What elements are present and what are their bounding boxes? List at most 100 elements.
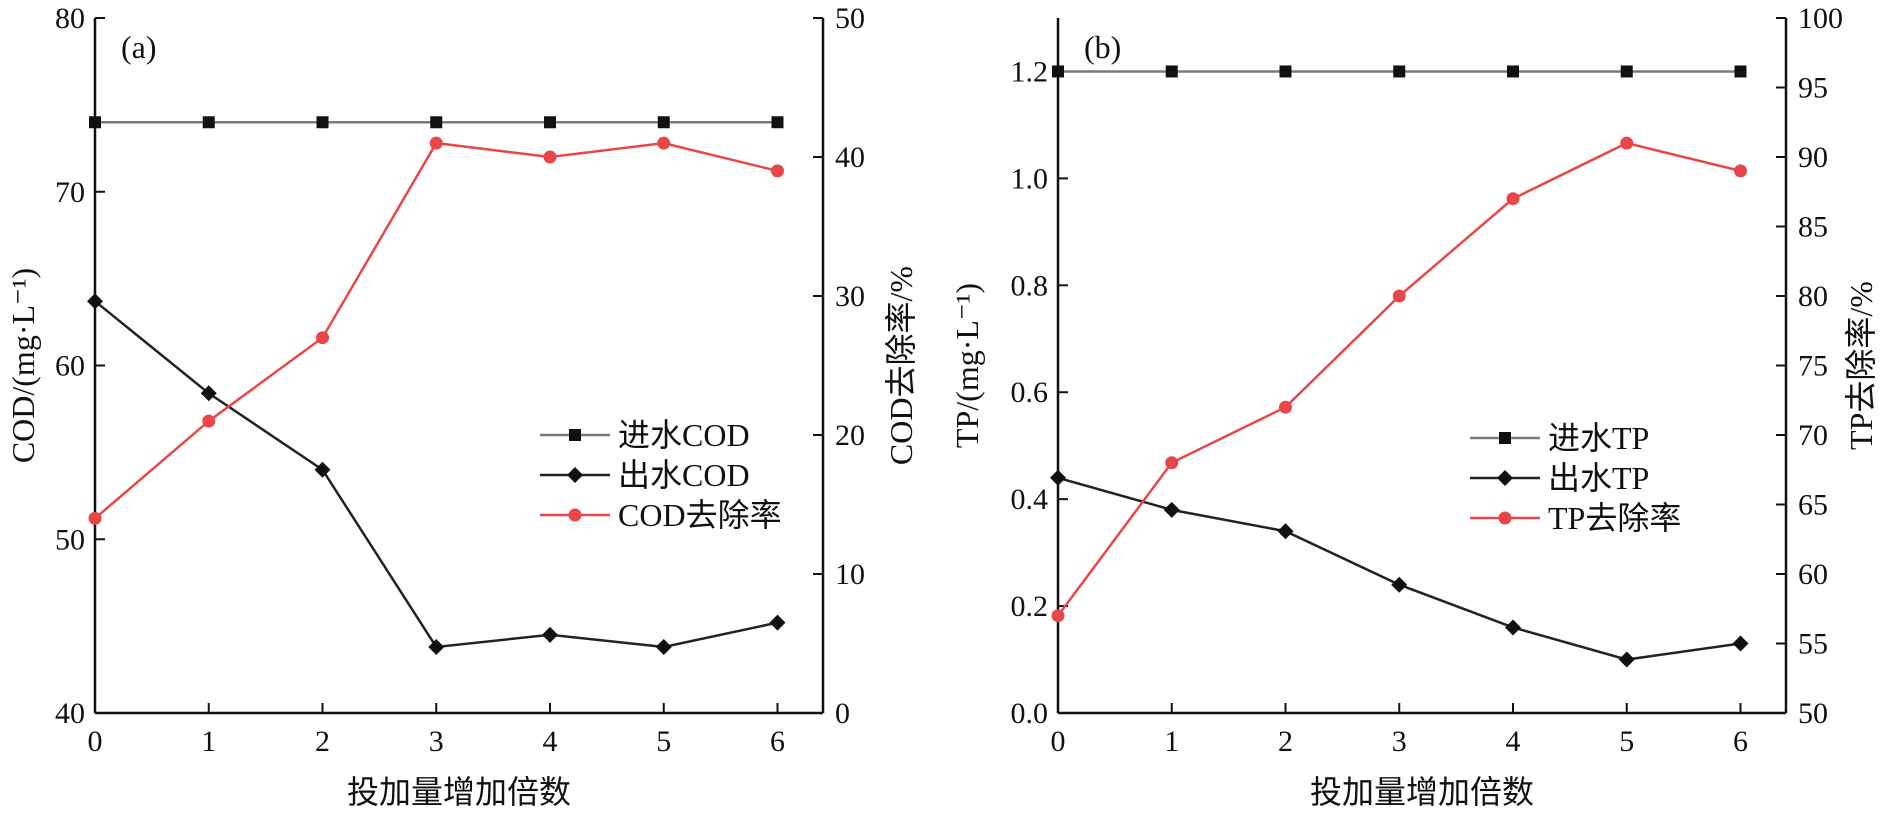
y-axis-title: COD/(mg·L⁻¹) <box>5 268 41 463</box>
y2-tick-label: 50 <box>835 2 865 35</box>
data-point <box>1050 469 1066 486</box>
series-2 <box>1051 136 1747 623</box>
x-tick-label: 5 <box>1619 725 1634 758</box>
data-point <box>87 293 103 310</box>
data-point <box>543 150 557 164</box>
data-point <box>771 116 784 129</box>
legend-marker <box>1499 432 1511 444</box>
panel-b: 0.00.20.40.60.81.01.25055606570758085909… <box>949 2 1879 810</box>
y2-tick-label: 60 <box>1798 558 1828 591</box>
data-point <box>200 385 217 402</box>
data-point <box>655 638 672 655</box>
data-point <box>429 136 443 150</box>
data-point <box>1507 65 1519 78</box>
legend-label: COD去除率 <box>618 497 782 533</box>
data-point <box>1732 635 1749 652</box>
y-tick-label: 0.2 <box>1011 590 1049 623</box>
x-tick-label: 5 <box>656 725 671 758</box>
data-point <box>314 461 331 478</box>
data-point <box>1393 65 1406 78</box>
data-point <box>1165 65 1178 78</box>
x-tick-label: 1 <box>201 725 216 758</box>
data-point <box>544 116 556 129</box>
y-tick-label: 0.8 <box>1011 269 1049 302</box>
data-point <box>430 116 443 129</box>
x-tick-label: 3 <box>429 725 444 758</box>
data-point <box>202 414 216 428</box>
data-point <box>1618 651 1635 668</box>
y-tick-label: 70 <box>55 176 85 209</box>
y2-tick-label: 65 <box>1798 489 1828 522</box>
legend-label: TP去除率 <box>1548 500 1681 536</box>
x-tick-label: 4 <box>543 725 558 758</box>
panel-a: 40 50 60 70 80 0 10 20 30 40 50 0 1 2 3 4 5 6 投加量增加倍数 COD/(… <box>5 2 919 810</box>
panel-label: (a) <box>121 29 157 65</box>
x-axis-title: 投加量增加倍数 <box>347 774 571 810</box>
x-axis-title: 投加量增加倍数 <box>1310 774 1534 810</box>
y-tick-label: 0.6 <box>1011 376 1049 409</box>
data-point <box>1277 523 1294 540</box>
y-tick-label: 60 <box>55 350 85 383</box>
x-tick-label: 3 <box>1392 725 1407 758</box>
y-tick-label: 0.4 <box>1011 483 1049 516</box>
legend-marker <box>1498 511 1512 525</box>
legend-label: 出水TP <box>1548 460 1649 496</box>
y2-tick-label: 30 <box>835 280 865 313</box>
y2-tick-label: 70 <box>1798 419 1828 452</box>
data-point <box>1620 65 1633 78</box>
panel-label: (b) <box>1084 29 1121 65</box>
data-point <box>1279 65 1292 78</box>
data-point <box>542 626 558 643</box>
data-point <box>1279 400 1292 414</box>
legend-label: 出水COD <box>618 457 750 493</box>
y2-tick-label: 20 <box>835 419 865 452</box>
y2-tick-label: 55 <box>1798 628 1828 661</box>
y-tick-label: 50 <box>55 523 85 556</box>
legend-label: 进水COD <box>618 417 750 453</box>
series-2 <box>88 136 784 525</box>
y-tick-label: 1.0 <box>1011 162 1049 195</box>
y-axis-title: TP/(mg·L⁻¹) <box>949 283 985 448</box>
data-point <box>1051 609 1065 623</box>
data-point <box>769 614 786 631</box>
y2-axis-title: COD去除率/% <box>883 266 919 465</box>
x-tick-label: 6 <box>770 725 785 758</box>
series-0 <box>1052 65 1747 78</box>
data-point <box>1391 576 1408 593</box>
legend-label: 进水TP <box>1548 420 1649 456</box>
y2-tick-label: 90 <box>1798 141 1828 174</box>
series-1 <box>87 293 786 655</box>
y2-tick-label: 95 <box>1798 72 1828 105</box>
data-point <box>1734 65 1747 78</box>
y2-tick-label: 85 <box>1798 211 1828 244</box>
legend-marker <box>567 467 583 483</box>
y-tick-label: 80 <box>55 2 85 35</box>
y2-tick-label: 40 <box>835 141 865 174</box>
data-point <box>1163 501 1180 518</box>
x-tick-label: 6 <box>1733 725 1748 758</box>
legend-marker <box>569 429 581 441</box>
series-0 <box>89 116 784 129</box>
y2-axis-title: TP去除率/% <box>1843 281 1879 450</box>
x-tick-label: 4 <box>1506 725 1521 758</box>
data-point <box>1392 289 1406 303</box>
x-tick-label: 0 <box>88 725 103 758</box>
data-point <box>88 511 102 525</box>
data-point <box>1734 164 1747 178</box>
x-tick-label: 1 <box>1164 725 1179 758</box>
y2-tick-label: 100 <box>1798 2 1843 35</box>
legend: 进水COD 出水COD COD去除率 <box>540 417 782 533</box>
data-point <box>1052 65 1064 78</box>
data-point <box>1505 619 1521 636</box>
x-tick-label: 2 <box>315 725 330 758</box>
data-point <box>316 331 329 345</box>
legend: 进水TP 出水TP TP去除率 <box>1470 420 1681 536</box>
x-tick-label: 2 <box>1278 725 1293 758</box>
x-tick-label: 0 <box>1051 725 1066 758</box>
y2-tick-label: 50 <box>1798 697 1828 730</box>
series-line <box>1056 141 1741 617</box>
data-point <box>89 116 101 129</box>
y-tick-label: 40 <box>55 697 85 730</box>
